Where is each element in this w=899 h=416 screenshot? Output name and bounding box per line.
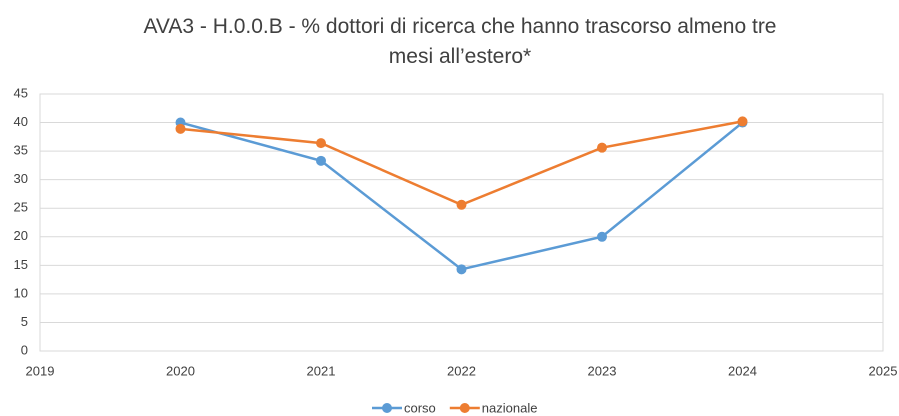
y-tick-label: 0 xyxy=(21,342,28,357)
x-tick-label: 2019 xyxy=(26,363,55,378)
legend-label: corso xyxy=(404,400,436,415)
x-tick-label: 2025 xyxy=(869,363,898,378)
point xyxy=(316,138,326,149)
point xyxy=(456,264,467,275)
point xyxy=(456,199,467,210)
point xyxy=(316,155,326,166)
x-tick-label: 2024 xyxy=(728,363,757,378)
legend-marker xyxy=(382,403,392,413)
y-tick-label: 30 xyxy=(14,171,28,186)
x-tick-label: 2021 xyxy=(307,363,336,378)
x-tick-label: 2022 xyxy=(447,363,476,378)
chart-title: AVA3 - H.0.0.B - % dottori di ricerca ch… xyxy=(143,15,777,68)
x-tick-label: 2023 xyxy=(588,363,617,378)
x-tick-label: 2020 xyxy=(166,363,195,378)
y-tick-label: 35 xyxy=(14,143,28,158)
plot-border xyxy=(39,93,884,352)
point xyxy=(175,123,186,134)
point xyxy=(737,116,748,127)
y-tick-label: 5 xyxy=(21,314,28,329)
y-tick-label: 25 xyxy=(14,200,28,215)
y-tick-label: 20 xyxy=(14,228,28,243)
y-tick-label: 10 xyxy=(14,285,28,300)
legend-marker xyxy=(459,403,470,413)
y-tick-label: 15 xyxy=(14,257,28,272)
series-line xyxy=(180,121,744,271)
legend-label: nazionale xyxy=(482,400,538,415)
point xyxy=(597,142,607,153)
point xyxy=(597,231,607,242)
y-tick-label: 45 xyxy=(14,85,28,100)
y-tick-label: 40 xyxy=(14,114,28,129)
